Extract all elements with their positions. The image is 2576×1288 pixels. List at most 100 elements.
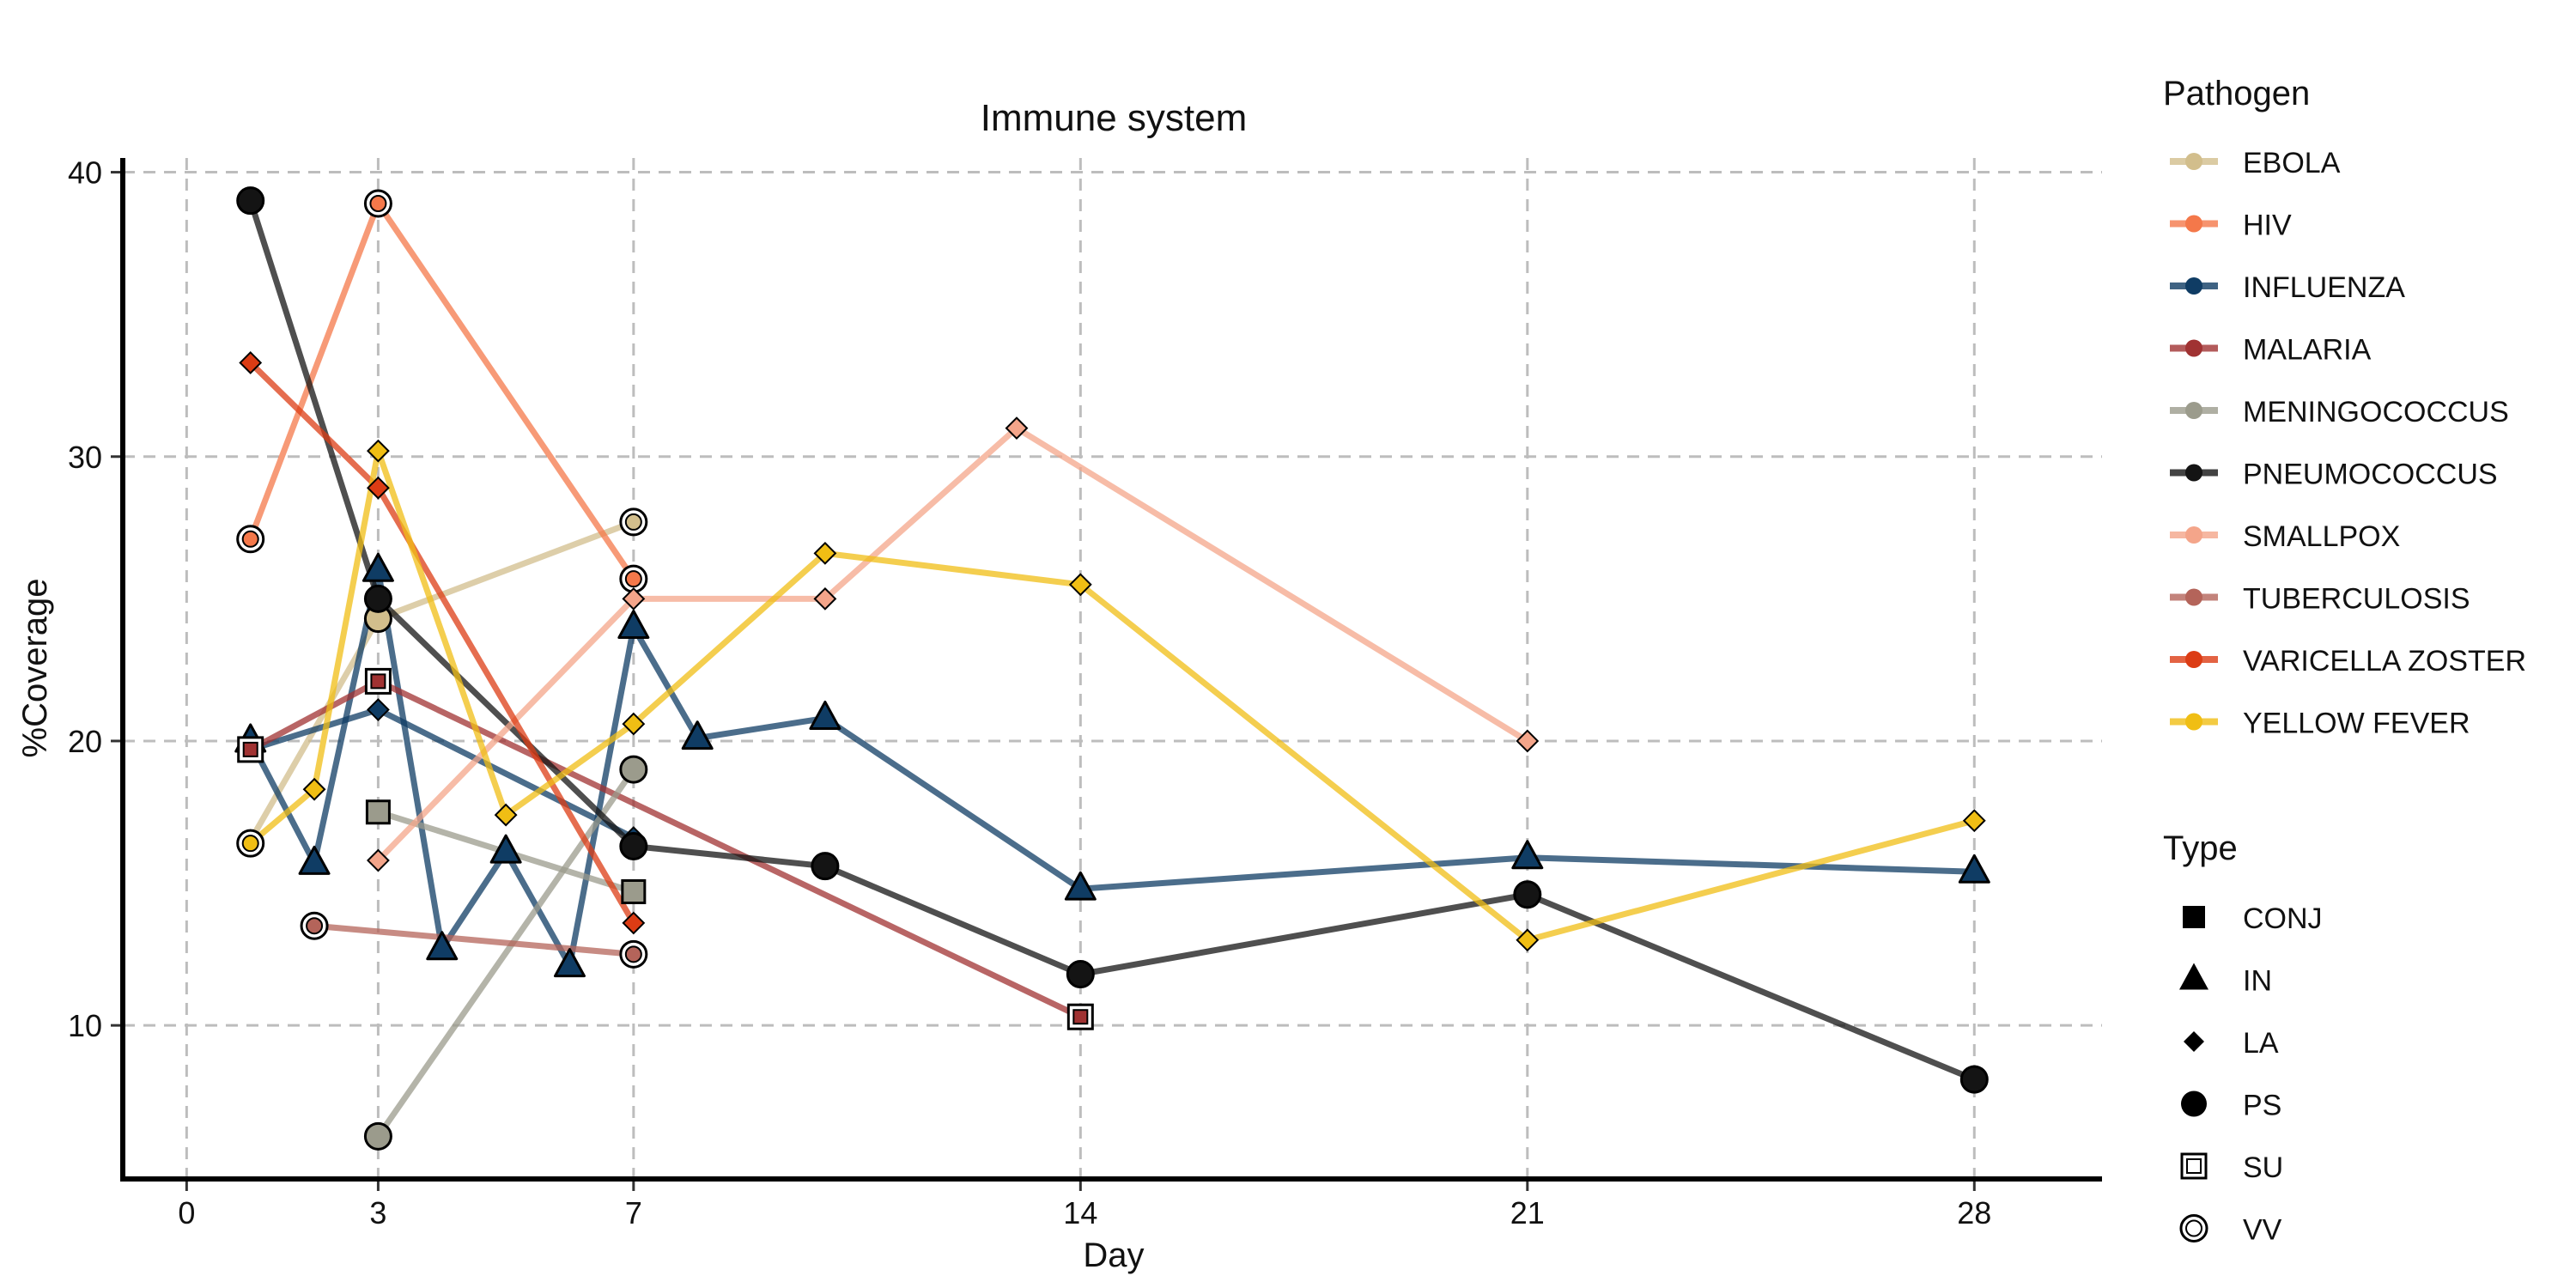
point-influenza-5 [553, 948, 586, 978]
point-pneumococcus-4 [1066, 960, 1095, 989]
x-tick-label-14: 14 [1063, 1195, 1097, 1230]
y-tick-label-20: 20 [68, 724, 102, 759]
point-influenza-8 [809, 700, 841, 730]
point-smallpox-3 [1005, 416, 1029, 440]
x-tick-label-3: 3 [369, 1195, 386, 1230]
series-line-varicella-zoster [247, 359, 637, 927]
y-tick-label-30: 30 [68, 440, 102, 475]
point-yellow-fever-4 [622, 712, 646, 736]
legend-label-tuberculosis: TUBERCULOSIS [2243, 583, 2470, 616]
point-pneumococcus-6 [1959, 1065, 1989, 1094]
legend-pathogen-title: Pathogen [2163, 75, 2310, 112]
series-line-influenza [247, 567, 1978, 969]
legend-dot-meningococcus [2185, 402, 2202, 419]
legend-label-hiv: HIV [2243, 210, 2292, 242]
point-malaria-1 [364, 667, 392, 695]
point-hiv-1-inner [369, 194, 387, 212]
legend-pathogen: Pathogen EBOLA HIV INFLUENZA MALARIA MENINGO… [2163, 75, 2526, 740]
point-meningococcus-1 [621, 878, 647, 904]
legend-label-pneumococcus: PNEUMOCOCCUS [2243, 459, 2498, 491]
legend-type-label-la: LA [2243, 1027, 2279, 1060]
legend-shape-in [2179, 963, 2208, 990]
legend-shape-conj [2183, 906, 2205, 928]
legend-label-yellow-fever: YELLOW FEVER [2243, 708, 2470, 740]
point-malaria-1-inner [370, 673, 386, 690]
series-line-yellow-fever [247, 447, 1978, 944]
legend-label-meningococcus: MENINGOCOCCUS [2243, 396, 2509, 428]
point-smallpox-4 [1516, 729, 1540, 753]
series-line-hiv [247, 200, 637, 582]
point-malaria-2 [1066, 1003, 1094, 1030]
x-tick-label-0: 0 [178, 1195, 195, 1230]
x-tick-label-21: 21 [1510, 1195, 1545, 1230]
point-meningococcus-ps-1 [619, 755, 648, 784]
point-smallpox-0 [367, 848, 390, 872]
legend-shape-vv-inner [2185, 1219, 2202, 1237]
legend-type: Type CONJ IN LA PS SU VV [2163, 829, 2323, 1247]
point-yellow-fever-7 [1516, 928, 1540, 952]
point-yellow-fever-8 [1962, 809, 1986, 833]
axes [120, 158, 2102, 1182]
point-influenza-9 [1064, 871, 1097, 901]
legend-type-label-in: IN [2243, 965, 2272, 998]
point-meningococcus-ps-0 [363, 1121, 392, 1151]
point-pneumococcus-3 [811, 852, 840, 881]
series-line-tuberculosis [311, 922, 637, 957]
legend-dot-hiv [2185, 215, 2202, 233]
legend-type-label-vv: VV [2243, 1214, 2282, 1247]
legend-dot-smallpox [2185, 526, 2202, 544]
point-ebola-2-inner [624, 513, 642, 531]
y-axis-label: %Coverage [16, 578, 54, 757]
legend-type-label-conj: CONJ [2243, 902, 2323, 935]
point-pneumococcus-5 [1513, 880, 1542, 909]
series-line-meningococcus-ps [374, 766, 637, 1139]
point-varicella-zoster-0 [239, 351, 263, 374]
legend-shape-la [2184, 1031, 2204, 1052]
point-yellow-fever-3 [494, 803, 518, 827]
legend-dot-yellow-fever [2185, 713, 2202, 731]
x-tick-label-28: 28 [1957, 1195, 1991, 1230]
legend-label-varicella-zoster: VARICELLA ZOSTER [2243, 645, 2526, 677]
point-hiv-2-inner [624, 570, 642, 588]
y-tick-label-10: 10 [68, 1008, 102, 1043]
y-tick-label-40: 40 [68, 155, 102, 191]
point-influenza-1 [298, 845, 331, 875]
x-axis-label: Day [1083, 1236, 1144, 1274]
legend-label-malaria: MALARIA [2243, 334, 2372, 367]
point-yellow-fever-5 [813, 541, 837, 565]
point-pneumococcus-1 [363, 584, 392, 613]
point-hiv-0-inner [241, 530, 259, 548]
legend-type-title: Type [2163, 829, 2238, 867]
legend-dot-ebola [2185, 153, 2202, 170]
point-tuberculosis-1-inner [624, 945, 642, 963]
chart-title: Immune system [981, 97, 1248, 139]
point-smallpox-2 [813, 586, 837, 611]
point-influenza-3 [426, 931, 459, 961]
point-pneumococcus-2 [619, 831, 648, 860]
legend-shape-su-inner [2186, 1158, 2202, 1174]
point-malaria-0-inner [242, 741, 258, 757]
point-influenza-6 [617, 609, 650, 639]
point-varicella-zoster-1 [367, 476, 390, 500]
point-smallpox-1 [622, 586, 646, 611]
point-meningococcus-0 [365, 799, 391, 825]
point-influenza-11 [1958, 854, 1990, 884]
legend-type-label-ps: PS [2243, 1090, 2281, 1122]
legend-label-ebola: EBOLA [2243, 147, 2341, 179]
legend-label-smallpox: SMALLPOX [2243, 520, 2400, 553]
point-pneumococcus-0 [236, 186, 265, 216]
point-malaria-2-inner [1072, 1009, 1089, 1025]
point-yellow-fever-0-inner [241, 835, 259, 853]
point-influenza-4 [489, 834, 522, 864]
series-lines [247, 197, 1978, 1139]
legend-shape-ps [2181, 1091, 2207, 1117]
point-influenza-7 [681, 720, 714, 750]
point-influenza-la-1 [367, 698, 390, 721]
legend-type-label-su: SU [2243, 1151, 2283, 1184]
legend-dot-malaria [2185, 339, 2202, 357]
legend-dot-pneumococcus [2185, 464, 2202, 482]
point-tuberculosis-0-inner [306, 917, 324, 935]
point-yellow-fever-1 [302, 777, 326, 801]
legend-dot-tuberculosis [2185, 588, 2202, 606]
